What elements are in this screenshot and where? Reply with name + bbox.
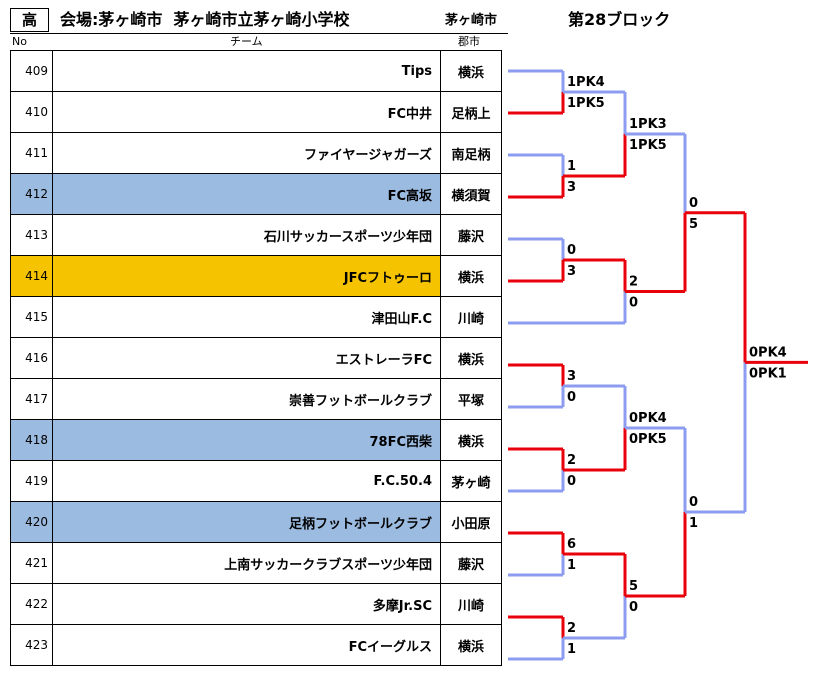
team-table: 409 Tips 横浜 410 FC中井 足柄上 411 ファイヤージャガーズ 南足柄 412 FC… xyxy=(10,50,502,666)
block-title: 第28ブロック xyxy=(568,10,671,29)
team-number: 417 xyxy=(10,378,53,420)
team-row: 418 78FC西柴 横浜 xyxy=(10,419,502,461)
r1-match-score-top: 0 xyxy=(567,243,576,258)
r2-match-score-top: 0PK4 xyxy=(629,411,667,426)
team-name: FC中井 xyxy=(52,91,441,133)
team-number: 415 xyxy=(10,296,53,338)
column-header-city: 郡市 xyxy=(458,35,480,48)
r1-match-score-bottom: 1 xyxy=(567,558,576,573)
team-name: 石川サッカースポーツ少年団 xyxy=(52,214,441,256)
team-row: 412 FC高坂 横須賀 xyxy=(10,173,502,215)
team-name: FC高坂 xyxy=(52,173,441,215)
team-name: エストレーラFC xyxy=(52,337,441,379)
r1-match-score-top: 1 xyxy=(567,159,576,174)
team-row: 421 上南サッカークラブスポーツ少年団 藤沢 xyxy=(10,542,502,584)
column-header-team: チーム xyxy=(230,35,263,48)
final-match-score-top: 0PK4 xyxy=(749,345,787,360)
team-row: 416 エストレーラFC 横浜 xyxy=(10,337,502,379)
team-city: 横須賀 xyxy=(440,173,502,215)
team-number: 418 xyxy=(10,419,53,461)
team-name: 足柄フットボールクラブ xyxy=(52,501,441,543)
team-row: 423 FCイーグルス 横浜 xyxy=(10,624,502,666)
r1-match-score-bottom: 1 xyxy=(567,642,576,657)
team-city: 横浜 xyxy=(440,255,502,297)
semi-match-score-top: 0 xyxy=(689,495,698,510)
r1-match-score-top: 2 xyxy=(567,621,576,636)
team-number: 409 xyxy=(10,50,53,92)
header-divider xyxy=(10,33,508,34)
r1-match-score-top: 1PK4 xyxy=(567,75,605,90)
team-name: JFCフトゥーロ xyxy=(52,255,441,297)
r1-match-score-bottom: 0 xyxy=(567,474,576,489)
team-name: 上南サッカークラブスポーツ少年団 xyxy=(52,542,441,584)
team-name: FCイーグルス xyxy=(52,624,441,666)
team-row: 415 津田山F.C 川崎 xyxy=(10,296,502,338)
team-city: 横浜 xyxy=(440,337,502,379)
r1-match-score-bottom: 0 xyxy=(567,390,576,405)
venue-title: 会場:茅ヶ崎市 茅ヶ崎市立茅ヶ崎小学校 xyxy=(60,10,350,29)
team-city: 藤沢 xyxy=(440,542,502,584)
team-city: 南足柄 xyxy=(440,132,502,174)
r2-match-score-top: 2 xyxy=(629,275,638,290)
team-city: 横浜 xyxy=(440,419,502,461)
semi-match-score-top: 0 xyxy=(689,196,698,211)
host-city: 茅ヶ崎市 xyxy=(445,13,498,28)
team-city: 川崎 xyxy=(440,583,502,625)
level-badge: 高 xyxy=(10,8,49,32)
r2-match-score-top: 5 xyxy=(629,579,638,594)
semi-match-score-bottom: 5 xyxy=(689,217,698,232)
semi-match-score-bottom: 1 xyxy=(689,516,698,531)
team-city: 横浜 xyxy=(440,624,502,666)
team-city: 平塚 xyxy=(440,378,502,420)
column-header-no: No xyxy=(12,35,27,48)
team-number: 416 xyxy=(10,337,53,379)
r2-match-score-bottom: 0PK5 xyxy=(629,432,667,447)
team-row: 411 ファイヤージャガーズ 南足柄 xyxy=(10,132,502,174)
team-name: 78FC西柴 xyxy=(52,419,441,461)
team-row: 413 石川サッカースポーツ少年団 藤沢 xyxy=(10,214,502,256)
team-row: 414 JFCフトゥーロ 横浜 xyxy=(10,255,502,297)
r2-match-score-top: 1PK3 xyxy=(629,117,667,132)
team-number: 414 xyxy=(10,255,53,297)
team-row: 410 FC中井 足柄上 xyxy=(10,91,502,133)
r1-match-score-top: 2 xyxy=(567,453,576,468)
r1-match-score-bottom: 3 xyxy=(567,264,576,279)
r1-match-score-top: 3 xyxy=(567,369,576,384)
team-row: 420 足柄フットボールクラブ 小田原 xyxy=(10,501,502,543)
team-city: 藤沢 xyxy=(440,214,502,256)
r2-match-score-bottom: 0 xyxy=(629,600,638,615)
team-number: 420 xyxy=(10,501,53,543)
team-name: ファイヤージャガーズ xyxy=(52,132,441,174)
team-number: 421 xyxy=(10,542,53,584)
r1-match-score-bottom: 3 xyxy=(567,180,576,195)
r1-match-score-bottom: 1PK5 xyxy=(567,96,605,111)
r2-match-score-bottom: 1PK5 xyxy=(629,138,667,153)
team-number: 413 xyxy=(10,214,53,256)
r1-match-score-top: 6 xyxy=(567,537,576,552)
final-match-score-bottom: 0PK1 xyxy=(749,366,787,381)
team-row: 419 F.C.50.4 茅ヶ崎 xyxy=(10,460,502,502)
team-number: 411 xyxy=(10,132,53,174)
r2-match-score-bottom: 0 xyxy=(629,296,638,311)
team-city: 横浜 xyxy=(440,50,502,92)
team-number: 423 xyxy=(10,624,53,666)
